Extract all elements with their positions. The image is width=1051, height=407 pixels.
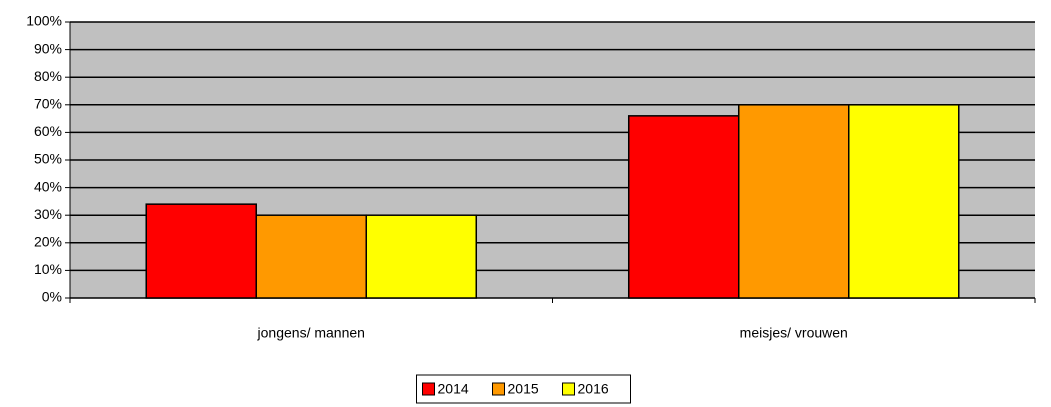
bar xyxy=(848,104,960,299)
bar xyxy=(255,214,368,299)
y-tick-label: 10% xyxy=(34,261,62,277)
y-tick-label: 50% xyxy=(34,151,62,167)
y-tick-label: 90% xyxy=(34,40,62,56)
y-tick-label: 70% xyxy=(34,96,62,112)
legend-swatch xyxy=(492,382,505,396)
y-tick-label: 0% xyxy=(42,289,62,305)
y-tick-label: 40% xyxy=(34,178,62,194)
bar xyxy=(145,203,257,299)
x-tick-label: meisjes/ vrouwen xyxy=(740,325,848,341)
legend-swatch xyxy=(562,382,575,396)
legend-label: 2014 xyxy=(438,381,469,397)
legend-box xyxy=(416,374,631,404)
x-tick-label: jongens/ mannen xyxy=(257,325,365,341)
y-tick-label: 30% xyxy=(34,206,62,222)
legend-label: 2016 xyxy=(578,381,609,397)
legend-label: 2015 xyxy=(508,381,539,397)
bar xyxy=(627,115,740,299)
y-tick-label: 80% xyxy=(34,68,62,84)
y-tick-label: 60% xyxy=(34,123,62,139)
legend-swatch xyxy=(422,382,435,396)
y-tick-label: 100% xyxy=(26,13,62,29)
bar xyxy=(365,214,478,299)
bar xyxy=(737,104,850,299)
y-tick-label: 20% xyxy=(34,234,62,250)
